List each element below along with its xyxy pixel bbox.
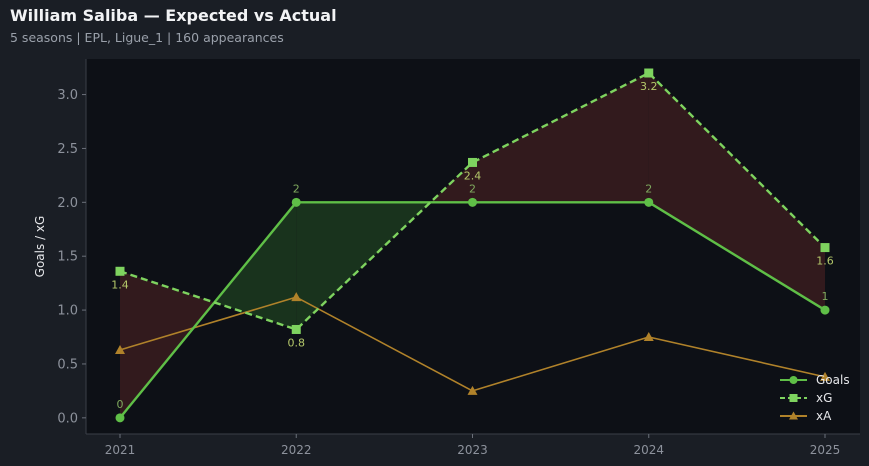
xg-point [115, 266, 125, 276]
overperform-area [214, 202, 297, 330]
xg-point [291, 324, 301, 334]
legend-label-goals: Goals [816, 373, 850, 387]
y-tick-label: 1.5 [57, 250, 78, 265]
goals-point [820, 305, 830, 315]
xg-point [644, 68, 654, 78]
goals-point [115, 413, 125, 423]
legend-marker-goals [789, 376, 798, 384]
x-tick-label: 2022 [281, 443, 312, 457]
xa-point [115, 344, 125, 354]
chart-subtitle: 5 seasons | EPL, Ligue_1 | 160 appearanc… [10, 30, 284, 45]
goals-point [291, 197, 301, 207]
x-tick-label: 2024 [633, 443, 664, 457]
goals-data-label: 1 [822, 290, 829, 303]
y-axis-label: Goals / xG [33, 216, 47, 278]
y-tick-label: 2.5 [57, 142, 78, 157]
goals-data-label: 2 [293, 182, 300, 195]
goals-data-label: 2 [469, 182, 476, 195]
xa-point [820, 371, 830, 381]
xa-point [643, 332, 654, 342]
x-tick-label: 2025 [810, 443, 841, 457]
xg-point [468, 157, 477, 167]
goals-point [644, 197, 654, 207]
y-tick-label: 0.5 [57, 357, 78, 372]
underperform-area [472, 73, 649, 203]
xg-point [820, 243, 830, 253]
legend-marker-xg [789, 394, 798, 402]
legend-label-xg: xG [816, 391, 832, 405]
xg-data-label: 3.2 [640, 80, 658, 93]
y-tick-label: 3.0 [57, 88, 78, 103]
legend-marker-xa [789, 411, 798, 420]
goals-point [468, 197, 477, 207]
chart-title: William Saliba — Expected vs Actual [10, 6, 337, 25]
x-tick-label: 2021 [105, 443, 136, 457]
xa-point [467, 385, 478, 395]
goals-data-label: 0 [117, 398, 124, 411]
y-tick-label: 2.0 [57, 196, 78, 211]
xg-data-label: 2.4 [464, 169, 482, 182]
xg-line [119, 71, 826, 331]
xg-data-label: 1.6 [816, 255, 834, 268]
underperform-area [648, 73, 825, 311]
x-tick-label: 2023 [457, 443, 488, 457]
y-tick-label: 1.0 [57, 304, 78, 319]
underperform-area [120, 271, 215, 418]
goals-data-label: 2 [645, 182, 652, 195]
legend-label-xa: xA [816, 409, 832, 423]
xg-data-label: 0.8 [288, 336, 306, 349]
xa-point [291, 292, 302, 302]
xg-data-label: 1.4 [111, 278, 129, 291]
y-tick-label: 0.0 [57, 411, 78, 426]
